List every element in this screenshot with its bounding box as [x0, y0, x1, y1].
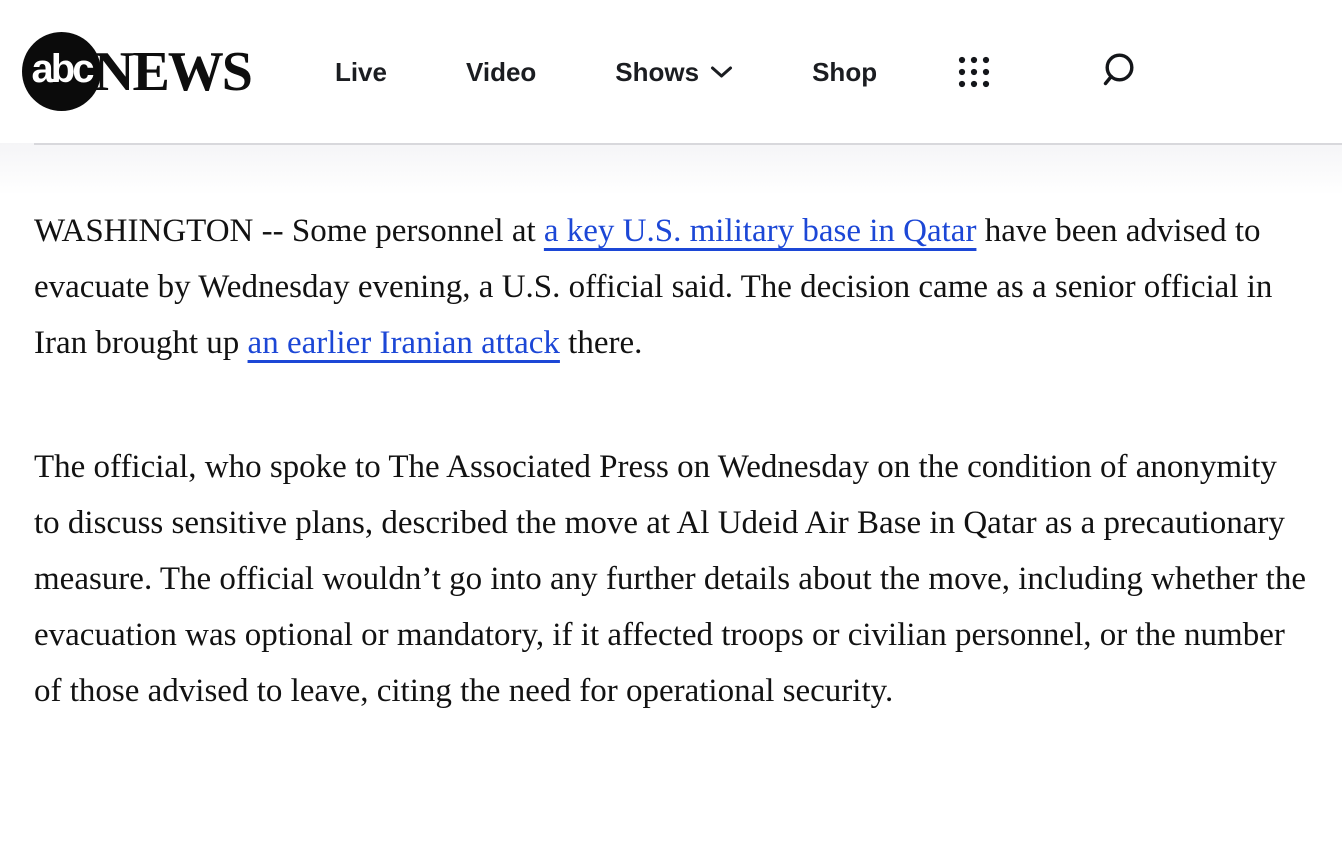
nav-item-video[interactable]: Video [466, 59, 536, 85]
abc-news-logo[interactable]: abc NEWS [22, 32, 253, 111]
primary-nav: Live Video Shows Shop [335, 59, 877, 85]
nav-item-label: Live [334, 56, 387, 87]
nav-item-shop[interactable]: Shop [812, 59, 877, 85]
nav-item-label: Shop [812, 56, 878, 87]
article-paragraph: WASHINGTON -- Some personnel at a key U.… [34, 203, 1308, 371]
article-text: WASHINGTON -- Some personnel at [34, 213, 544, 249]
site-header: abc NEWS Live Video Shows Shop [0, 0, 1342, 143]
article-body: WASHINGTON -- Some personnel at a key U.… [34, 203, 1308, 719]
search-icon[interactable] [1096, 52, 1136, 92]
news-wordmark: NEWS [94, 40, 253, 103]
abc-logo-circle-icon: abc [22, 32, 101, 111]
article-text: The official, who spoke to The Associate… [34, 449, 1306, 709]
article-main: WASHINGTON -- Some personnel at a key U.… [0, 195, 1342, 719]
article-paragraph: The official, who spoke to The Associate… [34, 439, 1308, 719]
header-icons [956, 52, 1136, 92]
nav-item-label: Video [465, 56, 537, 87]
nav-item-label: Shows [615, 56, 700, 87]
chevron-down-icon [711, 66, 733, 77]
header-bottom-fade [0, 143, 1342, 195]
article-text: there. [559, 325, 643, 361]
apps-grid-icon[interactable] [956, 54, 992, 90]
article-inline-link[interactable]: an earlier Iranian attack [247, 325, 560, 361]
article-inline-link[interactable]: a key U.S. military base in Qatar [543, 213, 977, 249]
article-text: have been advised to evacuate by Wednesd… [34, 213, 1273, 361]
nav-item-shows[interactable]: Shows [615, 59, 733, 85]
header-divider [34, 143, 1342, 145]
nav-item-live[interactable]: Live [335, 59, 387, 85]
abc-logo-text: abc [31, 47, 95, 91]
